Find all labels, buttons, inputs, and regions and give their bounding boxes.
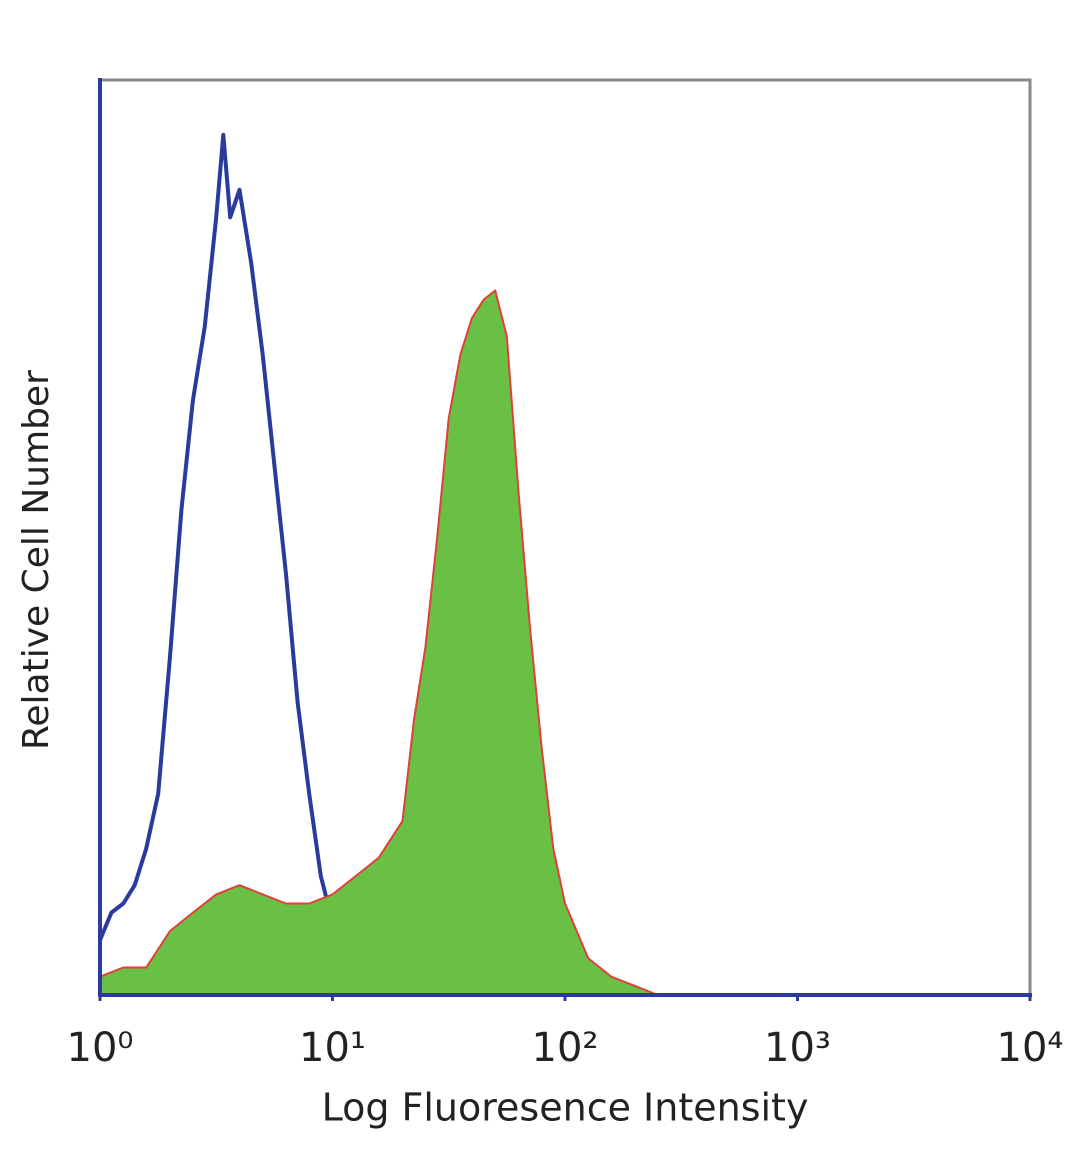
x-tick-label: 10² [532, 1025, 599, 1071]
x-axis-label: Log Fluoresence Intensity [322, 1086, 809, 1130]
plot-frame [98, 78, 1032, 997]
x-tick-label: 10⁰ [67, 1025, 134, 1071]
x-tick-label: 10³ [764, 1025, 831, 1071]
histogram-line [99, 289, 659, 996]
x-tick-label: 10¹ [299, 1025, 366, 1071]
plot-area [98, 132, 659, 997]
y-axis-label: Relative Cell Number [16, 370, 57, 750]
x-tick-label: 10⁴ [997, 1025, 1064, 1071]
histogram-area [100, 290, 658, 995]
